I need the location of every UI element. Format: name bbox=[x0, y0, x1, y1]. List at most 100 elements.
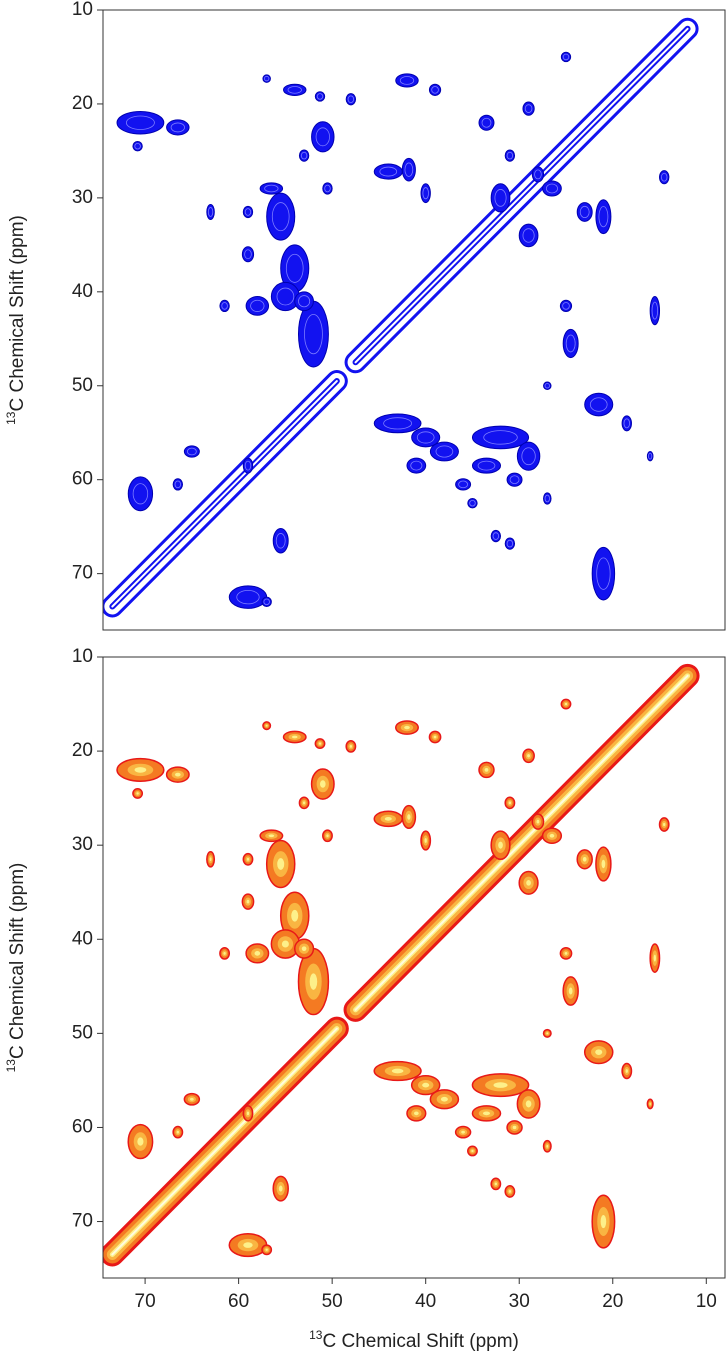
cross-peak-contour bbox=[660, 172, 668, 182]
cross-peak-top bbox=[404, 725, 410, 730]
cross-peak bbox=[283, 83, 307, 96]
cross-peak-top bbox=[512, 1125, 517, 1130]
cross-peak-contour bbox=[250, 299, 265, 312]
cross-peak-top bbox=[137, 1137, 144, 1146]
x-tick-label: 60 bbox=[228, 1291, 249, 1312]
cross-peak-top bbox=[546, 1032, 549, 1035]
cross-peak-contour bbox=[422, 187, 429, 200]
cross-peak bbox=[531, 166, 545, 183]
cross-peak bbox=[411, 427, 441, 448]
cross-peak bbox=[242, 457, 254, 474]
cross-peak-contour bbox=[522, 228, 535, 243]
cross-peak-contour bbox=[315, 127, 330, 147]
cross-peak bbox=[471, 425, 530, 450]
cross-peak-top bbox=[461, 1130, 465, 1134]
cross-peak-contour bbox=[477, 460, 496, 471]
cross-peak-top bbox=[246, 899, 250, 904]
cross-peak-contour bbox=[383, 417, 413, 430]
cross-peak-contour bbox=[521, 447, 536, 466]
cross-peak-top bbox=[440, 1096, 448, 1102]
cross-peak-top bbox=[277, 858, 285, 870]
cross-peak bbox=[183, 445, 200, 458]
cross-peak bbox=[166, 119, 190, 136]
cross-peak-top bbox=[525, 1100, 532, 1108]
y-tick-label: 20 bbox=[72, 740, 93, 761]
cross-peak-contour bbox=[244, 460, 252, 471]
cross-peak bbox=[420, 183, 431, 204]
cross-peak-top bbox=[546, 1144, 549, 1148]
cross-peak bbox=[395, 73, 419, 88]
cross-peak-top bbox=[318, 742, 322, 745]
cross-peak-contour bbox=[506, 539, 514, 548]
cross-peak-contour bbox=[404, 162, 414, 177]
cross-peak-contour bbox=[399, 76, 415, 85]
cross-peak-contour bbox=[565, 334, 576, 353]
cross-peak-contour bbox=[316, 93, 324, 100]
cross-peak-top bbox=[291, 909, 299, 922]
cross-peak-contour bbox=[207, 207, 214, 217]
cross-peak bbox=[506, 472, 523, 487]
x-tick-label: 50 bbox=[322, 1291, 343, 1312]
cross-peak bbox=[373, 413, 422, 434]
cross-peak bbox=[490, 529, 502, 543]
cross-peak-top bbox=[414, 1111, 419, 1116]
label-text: C Chemical Shift (ppm) bbox=[7, 215, 28, 411]
cross-peak bbox=[428, 83, 442, 96]
cross-peak-top bbox=[291, 735, 298, 739]
cross-peak-top bbox=[349, 744, 353, 748]
x-tick-label: 10 bbox=[696, 1291, 717, 1312]
cross-peak-top bbox=[600, 1214, 607, 1229]
cross-peak bbox=[584, 392, 614, 417]
cross-peak-contour bbox=[379, 166, 398, 177]
cross-peak-top bbox=[568, 987, 573, 995]
y-tick-label: 70 bbox=[72, 1211, 93, 1232]
y-tick-label: 70 bbox=[72, 563, 93, 584]
cross-peak-top bbox=[268, 834, 275, 838]
cross-peak bbox=[270, 281, 300, 312]
cross-peak-contour bbox=[481, 117, 492, 128]
cross-peak-top bbox=[508, 801, 512, 805]
y-tick-label: 60 bbox=[72, 469, 93, 490]
cross-peak-contour bbox=[264, 75, 270, 82]
cross-peak-contour bbox=[562, 53, 570, 61]
cross-peak bbox=[562, 328, 579, 359]
cross-peak-contour bbox=[648, 452, 653, 460]
cross-peak-top bbox=[433, 735, 437, 739]
cross-peak-contour bbox=[458, 480, 468, 489]
cross-peak-contour bbox=[244, 208, 252, 216]
cross-peak bbox=[467, 497, 478, 509]
cross-peak-top bbox=[136, 792, 139, 795]
y-tick-label: 40 bbox=[72, 281, 93, 302]
y-tick-label: 30 bbox=[72, 187, 93, 208]
cross-peak-contour bbox=[347, 95, 355, 104]
plot: 10 20 30 40 50 60 70 13C Chemical Shift (ppm) bbox=[4, 0, 726, 631]
cross-peak-contour bbox=[509, 475, 520, 485]
label-text: C Chemical Shift (ppm) bbox=[322, 1331, 518, 1352]
cross-peak-top bbox=[564, 702, 568, 706]
x-tick-label: 40 bbox=[415, 1291, 436, 1312]
cross-peak bbox=[504, 149, 516, 162]
cross-peak bbox=[272, 528, 289, 554]
cross-peak-contour bbox=[174, 480, 182, 489]
cross-peak-top bbox=[526, 879, 531, 886]
cross-peak bbox=[345, 93, 357, 106]
cross-peak bbox=[455, 478, 472, 491]
cross-peak bbox=[266, 192, 296, 241]
plot-area bbox=[103, 663, 700, 1267]
y-tick-label: 10 bbox=[72, 646, 93, 667]
cross-peak-contour bbox=[579, 205, 590, 219]
cross-peak bbox=[542, 180, 562, 197]
cross-peak bbox=[322, 182, 333, 195]
cross-peak bbox=[219, 299, 230, 313]
cross-peak-top bbox=[482, 1111, 490, 1116]
cross-peak-top bbox=[471, 1149, 474, 1153]
cross-peak-contour bbox=[623, 418, 630, 429]
cross-peak-top bbox=[246, 1111, 250, 1116]
cross-peak bbox=[132, 141, 143, 152]
y-axis-label: 13C Chemical Shift (ppm) bbox=[4, 215, 28, 425]
cross-peak-contour bbox=[534, 169, 542, 180]
cross-peak bbox=[261, 596, 272, 608]
cross-peak bbox=[576, 202, 593, 222]
